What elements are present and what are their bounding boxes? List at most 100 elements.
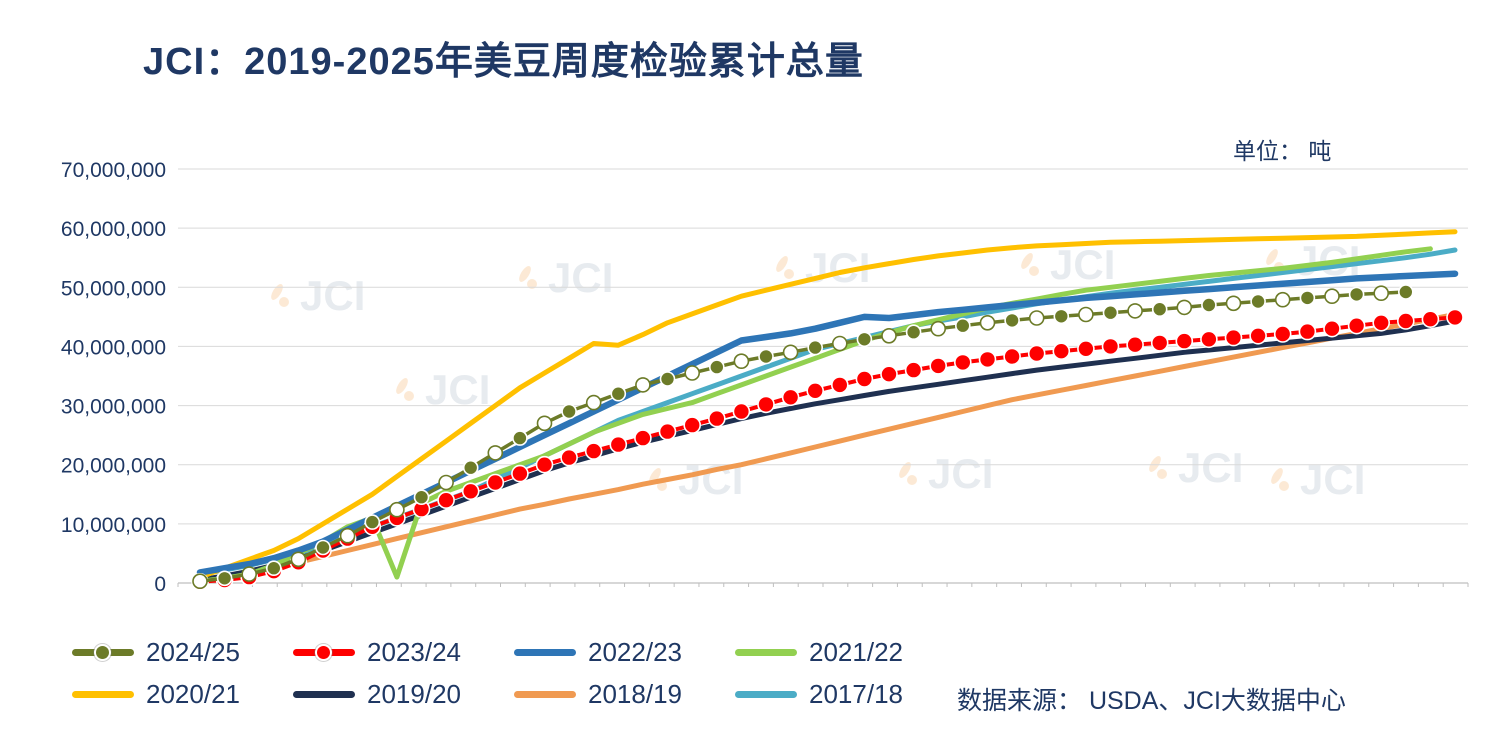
- series-marker-2023-24: [1372, 314, 1390, 332]
- watermark-text: JCI: [300, 272, 365, 319]
- watermark-text: JCI: [1050, 241, 1115, 288]
- legend-label: 2017/18: [809, 678, 903, 709]
- series-line-2022-23: [196, 270, 1459, 576]
- series-marker-2024-25: [1250, 293, 1266, 310]
- series-marker-2024-25: [1176, 299, 1193, 316]
- y-axis-tick-label: 40,000,000: [61, 336, 166, 359]
- series-marker-2024-25: [930, 320, 947, 337]
- series-marker-2024-25: [1201, 297, 1217, 313]
- series-marker-2024-25: [1004, 312, 1020, 329]
- legend-label: 2018/19: [588, 678, 682, 709]
- legend-label: 2024/25: [146, 636, 240, 667]
- series-marker-2023-24: [1397, 312, 1415, 330]
- jci-watermark-icon: JCI: [1271, 456, 1365, 503]
- series-marker-2024-25: [831, 335, 848, 352]
- legend-item-2018-19: 2018/19: [514, 676, 735, 712]
- series-marker-2023-24: [830, 376, 849, 394]
- y-axis-tick-label: 70,000,000: [61, 159, 166, 182]
- legend-swatch-2018-19: [514, 686, 576, 703]
- series-marker-2023-24: [535, 455, 554, 474]
- watermark-text: JCI: [548, 254, 613, 301]
- unit-label: 单位： 吨: [1233, 138, 1332, 164]
- series-marker-2024-25: [1324, 288, 1340, 304]
- series-line-2019-20: [197, 318, 1458, 583]
- series-marker-2023-24: [1249, 327, 1267, 345]
- legend-label: 2019/20: [367, 678, 461, 709]
- series-marker-2024-25: [216, 570, 233, 587]
- legend-swatch-2017-18: [735, 686, 797, 703]
- legend-swatch-2021-22: [735, 644, 797, 661]
- series-marker-2024-25: [1299, 290, 1316, 306]
- series-marker-2024-25: [905, 324, 922, 340]
- series-marker-2024-25: [315, 539, 331, 556]
- series-marker-2024-25: [1053, 308, 1070, 325]
- series-marker-2024-25: [536, 415, 553, 432]
- legend-swatch-2020-21: [72, 686, 134, 703]
- series-marker-2024-25: [438, 474, 454, 491]
- series-marker-2024-25: [733, 353, 750, 369]
- series-marker-2024-25: [1225, 295, 1242, 312]
- series-marker-2024-25: [192, 573, 208, 590]
- y-axis-tick-label: 10,000,000: [61, 514, 166, 537]
- series-marker-2023-24: [634, 429, 652, 447]
- series-marker-2023-24: [658, 422, 677, 441]
- series-marker-2024-25: [585, 394, 602, 411]
- watermark-text: JCI: [678, 456, 743, 503]
- series-marker-2023-24: [1150, 334, 1169, 352]
- series-marker-2024-25: [979, 315, 996, 331]
- series-marker-2024-25: [1373, 285, 1389, 301]
- series-marker-2024-25: [1078, 306, 1094, 323]
- y-axis-tick-label: 20,000,000: [61, 455, 166, 478]
- legend-item-2021-22: 2021/22: [735, 634, 956, 670]
- series-marker-2023-24: [486, 473, 505, 492]
- series-marker-2024-25: [1102, 304, 1119, 321]
- series-marker-2024-25: [339, 527, 356, 544]
- jci-watermark-icon: JCI: [1149, 444, 1243, 491]
- series-marker-2024-25: [1348, 286, 1365, 303]
- series-marker-2024-25: [462, 459, 479, 476]
- series-marker-2024-25: [1127, 303, 1143, 319]
- legend-marker-icon: [94, 643, 111, 661]
- series-marker-2023-24: [1101, 337, 1120, 356]
- legend-item-2023-24: 2023/24: [293, 634, 514, 670]
- series-marker-2023-24: [732, 402, 751, 421]
- series-line-2023-24: [198, 315, 1457, 584]
- series-marker-2023-24: [781, 388, 800, 407]
- series-marker-2023-24: [461, 482, 480, 501]
- series-marker-2023-24: [855, 370, 874, 388]
- series-marker-2024-25: [807, 339, 824, 356]
- series-marker-2023-24: [1347, 316, 1366, 335]
- series-marker-2024-25: [1028, 310, 1045, 326]
- y-axis-tick-label: 30,000,000: [61, 396, 166, 419]
- series-marker-2024-25: [389, 501, 405, 518]
- legend-label: 2020/21: [146, 678, 240, 709]
- legend-swatch-2024-25: [72, 643, 134, 661]
- legend-label: 2021/22: [809, 636, 903, 667]
- series-marker-2024-25: [881, 328, 897, 344]
- series-marker-2023-24: [1027, 344, 1046, 363]
- series-marker-2023-24: [953, 353, 972, 372]
- legend-label: 2022/23: [588, 636, 682, 667]
- legend-item-2020-21: 2020/21: [72, 676, 293, 712]
- series-marker-2024-25: [1398, 284, 1414, 300]
- legend-swatch-2022-23: [514, 644, 576, 661]
- series-marker-2023-24: [1323, 319, 1341, 338]
- jci-watermark-icon: JCI: [519, 254, 613, 301]
- series-marker-2023-24: [511, 464, 529, 483]
- series-marker-2024-25: [758, 348, 774, 365]
- series-marker-2024-25: [1151, 301, 1168, 317]
- jci-watermark-icon: JCI: [1021, 241, 1115, 288]
- series-marker-2023-24: [904, 361, 923, 379]
- series-marker-2024-25: [487, 445, 504, 461]
- y-axis-tick-label: 0: [154, 573, 166, 596]
- series-marker-2023-24: [683, 416, 702, 434]
- legend-item-2022-23: 2022/23: [514, 634, 735, 670]
- series-marker-2023-24: [1200, 330, 1218, 349]
- legend-swatch-2019-20: [293, 686, 355, 703]
- jci-watermark-icon: JCI: [899, 450, 993, 497]
- series-marker-2023-24: [1003, 347, 1021, 366]
- series-marker-2024-25: [659, 371, 676, 387]
- series-marker-2023-24: [806, 381, 825, 400]
- series-marker-2024-25: [684, 365, 701, 381]
